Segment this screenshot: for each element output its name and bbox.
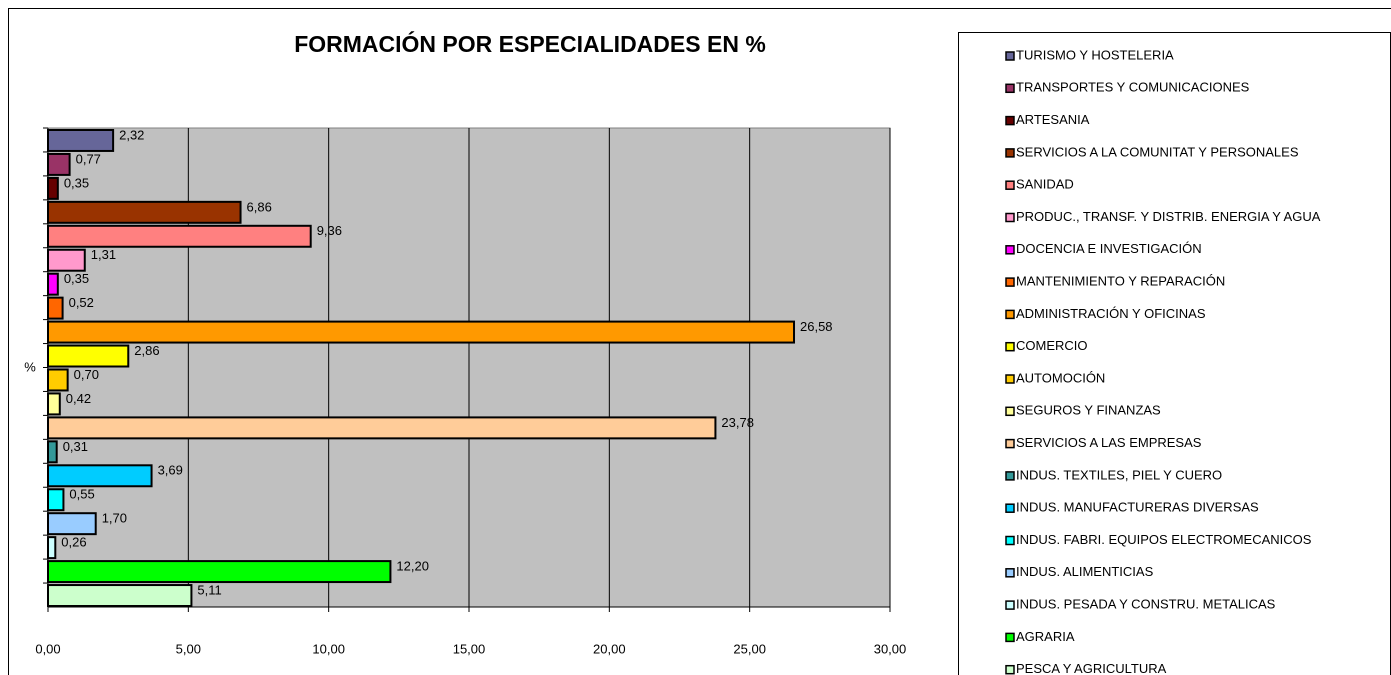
legend-swatch — [1005, 148, 1015, 158]
legend-label: ADMINISTRACIÓN Y OFICINAS — [1016, 306, 1206, 321]
legend-label: ARTESANIA — [1016, 112, 1090, 127]
legend-swatch — [1005, 51, 1015, 61]
bar — [47, 560, 392, 584]
bar — [47, 368, 69, 392]
legend-label: SEGUROS Y FINANZAS — [1016, 403, 1161, 418]
legend-label: INDUS. FABRI. EQUIPOS ELECTROMECANICOS — [1016, 532, 1312, 547]
legend-swatch — [1005, 438, 1015, 449]
value-label: 0,77 — [76, 151, 101, 166]
value-label: 26,58 — [800, 319, 833, 334]
x-tick-label: 20,00 — [593, 641, 626, 656]
legend-swatch — [1005, 503, 1015, 513]
legend-label: AUTOMOCIÓN — [1016, 370, 1105, 385]
legend-swatch — [1005, 535, 1015, 546]
legend-swatch — [1005, 309, 1015, 320]
legend-label: INDUS. ALIMENTICIAS — [1016, 564, 1154, 579]
bar — [47, 512, 97, 536]
legend-swatch — [1005, 245, 1015, 255]
x-tick-label: 15,00 — [453, 641, 486, 656]
legend-swatch — [1005, 600, 1015, 610]
value-label: 0,35 — [64, 271, 89, 286]
bar — [47, 224, 312, 248]
bar — [47, 272, 59, 296]
legend-label: INDUS. MANUFACTURERAS DIVERSAS — [1016, 500, 1259, 515]
legend-label: TRANSPORTES Y COMUNICACIONES — [1016, 80, 1250, 95]
bar — [47, 129, 115, 152]
bar — [47, 344, 130, 368]
legend-label: INDUS. PESADA Y CONSTRU. METALICAS — [1016, 597, 1276, 612]
bar — [47, 320, 796, 344]
legend-swatch — [1005, 568, 1015, 578]
value-label: 0,42 — [66, 391, 91, 406]
bar — [47, 440, 58, 464]
legend-box — [958, 32, 1391, 675]
legend-label: AGRARIA — [1016, 629, 1075, 644]
legend-swatch — [1005, 115, 1015, 126]
legend-label: INDUS. TEXTILES, PIEL Y CUERO — [1016, 467, 1222, 482]
legend-label: SERVICIOS A LA COMUNITAT Y PERSONALES — [1016, 144, 1299, 159]
legend-label: SANIDAD — [1016, 177, 1074, 192]
y-axis-label: % — [24, 359, 36, 374]
bar — [47, 488, 65, 512]
legend-swatch — [1005, 471, 1015, 481]
value-label: 5,11 — [197, 582, 221, 597]
bar — [47, 176, 59, 200]
x-tick-label: 30,00 — [874, 641, 907, 656]
x-tick-label: 10,00 — [312, 641, 345, 656]
chart-title: FORMACIÓN POR ESPECIALIDADES EN % — [294, 30, 766, 57]
legend-label: PESCA Y AGRICULTURA — [1016, 661, 1167, 675]
x-tick-label: 25,00 — [733, 641, 766, 656]
bar — [47, 584, 193, 607]
value-label: 2,86 — [134, 343, 159, 358]
value-label: 1,31 — [91, 247, 116, 262]
value-label: 3,69 — [158, 463, 183, 478]
legend-swatch — [1005, 406, 1015, 417]
value-label: 9,36 — [317, 223, 342, 238]
value-label: 0,52 — [69, 295, 94, 310]
legend-swatch — [1005, 212, 1015, 223]
bar — [47, 248, 86, 272]
bar — [47, 152, 71, 176]
legend-swatch — [1005, 277, 1015, 287]
bar — [47, 200, 242, 224]
x-tick-label: 5,00 — [176, 641, 201, 656]
legend-label: COMERCIO — [1016, 338, 1088, 353]
value-label: 0,26 — [61, 535, 86, 550]
legend-label: SERVICIOS A LAS EMPRESAS — [1016, 435, 1202, 450]
value-label: 23,78 — [721, 415, 754, 430]
value-label: 0,35 — [64, 175, 89, 190]
value-label: 0,70 — [74, 367, 99, 382]
legend-label: PRODUC., TRANSF. Y DISTRIB. ENERGIA Y AG… — [1016, 209, 1321, 224]
bar — [47, 392, 61, 416]
legend-swatch — [1005, 180, 1015, 190]
value-label: 0,55 — [69, 487, 94, 502]
legend-swatch — [1005, 83, 1015, 94]
value-label: 12,20 — [396, 559, 429, 574]
value-label: 2,32 — [119, 127, 144, 142]
value-label: 6,86 — [247, 199, 272, 214]
legend-swatch — [1005, 632, 1015, 643]
bar — [47, 536, 57, 560]
legend-swatch — [1005, 374, 1015, 384]
value-label: 0,31 — [63, 439, 88, 454]
bar — [47, 464, 153, 488]
legend-label: TURISMO Y HOSTELERIA — [1016, 47, 1174, 62]
legend-swatch — [1005, 664, 1015, 675]
legend-label: DOCENCIA E INVESTIGACIÓN — [1016, 241, 1202, 256]
legend-label: MANTENIMIENTO Y REPARACIÓN — [1016, 274, 1225, 289]
bar — [47, 296, 64, 320]
bar — [47, 416, 717, 440]
value-label: 1,70 — [102, 511, 127, 526]
legend-swatch — [1005, 341, 1015, 352]
x-tick-label: 0,00 — [35, 641, 60, 656]
